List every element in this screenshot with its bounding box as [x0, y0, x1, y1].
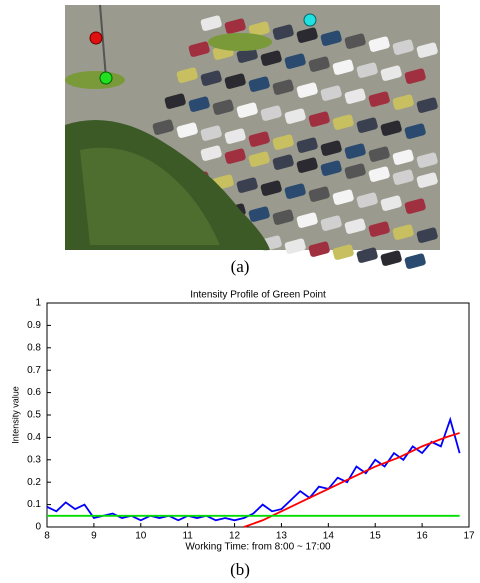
car — [380, 250, 402, 267]
x-tick-label: 17 — [463, 531, 475, 542]
caption: (a) — [231, 257, 250, 276]
series-line — [47, 419, 460, 520]
y-tick-label: 0.7 — [27, 365, 41, 376]
x-tick-label: 11 — [182, 531, 193, 542]
plot-frame — [47, 303, 469, 527]
y-tick-label: 0.1 — [27, 499, 41, 510]
hedge — [208, 33, 272, 51]
x-tick-label: 14 — [323, 531, 335, 542]
y-tick-label: 0.3 — [27, 454, 41, 465]
y-tick-label: 0.9 — [27, 320, 41, 331]
chart-title: Intensity Profile of Green Point — [190, 290, 326, 301]
x-axis-label: Working Time: from 8:00 ~ 17:00 — [185, 542, 331, 553]
x-tick-label: 15 — [370, 531, 382, 542]
red-point — [90, 32, 102, 44]
green-point — [100, 72, 112, 84]
y-tick-label: 1 — [35, 298, 41, 309]
y-tick-label: 0.4 — [27, 432, 41, 443]
x-tick-label: 13 — [276, 531, 288, 542]
hedge — [65, 71, 125, 89]
figure: (a) (b) Intensity Profile of Green Point… — [0, 0, 480, 583]
cyan-point — [304, 14, 316, 26]
x-tick-label: 12 — [229, 531, 241, 542]
caption: (b) — [230, 560, 250, 579]
y-tick-label: 0.5 — [27, 410, 41, 421]
x-tick-label: 16 — [417, 531, 429, 542]
y-tick-label: 0.2 — [27, 477, 41, 488]
y-tick-label: 0 — [35, 522, 41, 533]
x-tick-label: 8 — [44, 531, 50, 542]
y-tick-label: 0.6 — [27, 387, 41, 398]
y-axis-label: Intensity value — [10, 386, 20, 444]
x-tick-label: 9 — [91, 531, 97, 542]
y-tick-label: 0.8 — [27, 342, 41, 353]
x-tick-label: 10 — [135, 531, 147, 542]
car — [404, 253, 426, 270]
parking-photo — [65, 5, 440, 270]
